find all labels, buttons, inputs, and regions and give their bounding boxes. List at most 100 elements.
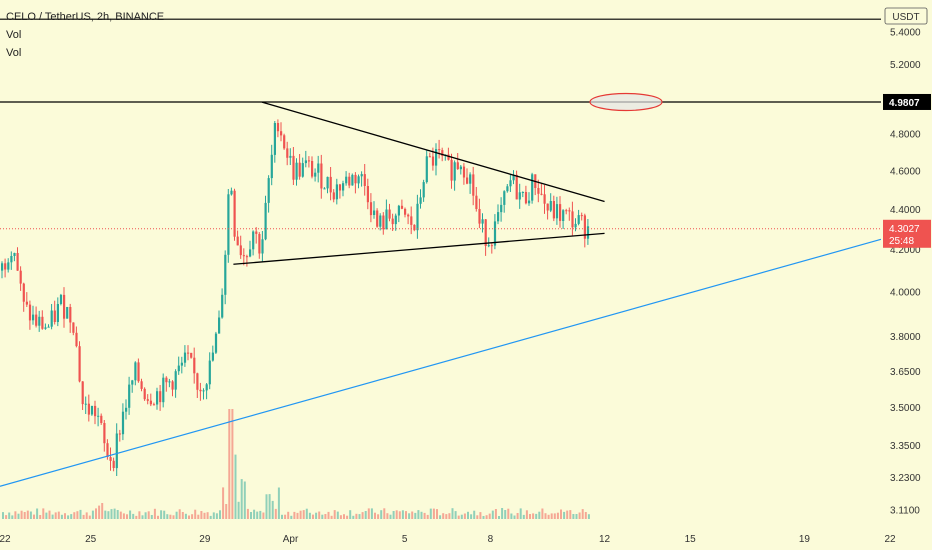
volume-bar	[501, 508, 504, 519]
volume-bar	[5, 515, 8, 519]
candle-body	[354, 174, 357, 184]
candle-body	[270, 154, 273, 179]
currency-label[interactable]: USDT	[892, 12, 919, 23]
candle-body	[227, 194, 230, 255]
candle-body	[345, 176, 348, 184]
volume-bar	[560, 509, 562, 519]
volume-bar	[169, 514, 172, 519]
time-axis[interactable]	[0, 530, 932, 550]
volume-bar	[575, 514, 578, 519]
volume-bar	[476, 515, 479, 519]
volume-bar	[333, 510, 336, 519]
candle-body	[183, 352, 187, 363]
candle-body	[295, 162, 298, 180]
volume-bar	[451, 508, 454, 519]
volume-bar	[336, 511, 339, 519]
candle-body	[152, 404, 156, 406]
candle-body	[75, 332, 78, 347]
volume-bar	[284, 514, 287, 519]
volume-bar	[463, 513, 466, 519]
candle-body	[10, 256, 13, 263]
candle-body	[199, 389, 202, 392]
volume-bar	[584, 512, 587, 519]
y-tick-label: 4.6000	[890, 166, 921, 177]
volume-bar	[250, 512, 252, 519]
volume-bar	[175, 511, 178, 519]
volume-bar	[525, 510, 528, 519]
candle-body	[555, 204, 559, 219]
candle-body	[84, 403, 87, 405]
volume-bar	[401, 510, 404, 519]
candle-body	[360, 174, 363, 177]
target-ellipse[interactable]	[589, 92, 663, 112]
volume-bar	[439, 515, 442, 519]
volume-bar	[8, 512, 11, 519]
volume-bar	[544, 513, 547, 519]
volume-bar	[107, 511, 110, 519]
candle-body	[292, 155, 295, 180]
candle-body	[214, 333, 218, 353]
candle-body	[134, 362, 137, 381]
volume-bar	[386, 513, 389, 519]
volume-bar	[405, 511, 407, 519]
currency-box[interactable]	[884, 7, 928, 25]
candle-body	[404, 208, 407, 215]
candle-body	[224, 254, 227, 295]
candle-body	[435, 149, 438, 166]
volume-bar	[547, 514, 550, 519]
volume-bar	[498, 516, 500, 519]
volume-bar	[563, 511, 566, 519]
volume-bar	[507, 508, 510, 519]
volume-bar	[20, 510, 23, 519]
candle-body	[41, 316, 44, 329]
x-tick-label: 15	[685, 534, 697, 545]
ascending-trendline[interactable]	[0, 238, 882, 487]
volume-bar	[209, 515, 212, 519]
volume-bar	[420, 511, 423, 519]
candle-body	[103, 423, 106, 444]
volume-bar	[296, 512, 299, 519]
candle-body	[149, 400, 152, 405]
candle-body	[115, 433, 118, 469]
candle-body	[490, 245, 493, 247]
volume-bar	[274, 508, 277, 519]
volume-bar	[380, 510, 383, 519]
countdown-label: 25:48	[889, 236, 914, 247]
triangle-upper-line[interactable]	[261, 101, 605, 203]
candle-body	[391, 218, 394, 225]
candle-body	[19, 270, 22, 284]
triangle-lower-line[interactable]	[233, 232, 605, 265]
candle-body	[230, 190, 233, 195]
volume-bar	[228, 409, 231, 519]
candle-body	[202, 390, 205, 392]
x-tick-label: 22	[0, 534, 11, 545]
candle-body	[97, 415, 100, 417]
candle-body	[50, 310, 53, 327]
candle-body	[357, 176, 360, 184]
candle-body	[286, 148, 289, 158]
volume-bar	[519, 508, 522, 519]
volume-bar	[330, 515, 333, 519]
volume-bar	[535, 513, 538, 519]
candle-body	[543, 194, 546, 204]
volume-bar	[436, 509, 438, 519]
volume-bar	[29, 511, 32, 519]
volume-bar	[101, 503, 104, 519]
candle-body	[38, 316, 41, 326]
price-axis[interactable]	[881, 0, 932, 530]
candle-body	[174, 371, 177, 390]
candle-body	[515, 174, 518, 200]
volume-bar	[138, 511, 141, 519]
volume-bar	[265, 494, 268, 519]
candle-body	[385, 209, 388, 230]
volume-bar	[578, 512, 581, 519]
volume-bar	[231, 409, 234, 519]
candle-body	[394, 215, 397, 225]
volume-bar	[448, 513, 451, 519]
candle-body	[531, 174, 534, 201]
x-tick-label: Apr	[283, 534, 299, 545]
volume-bar	[122, 513, 125, 519]
volume-bar	[445, 514, 448, 519]
